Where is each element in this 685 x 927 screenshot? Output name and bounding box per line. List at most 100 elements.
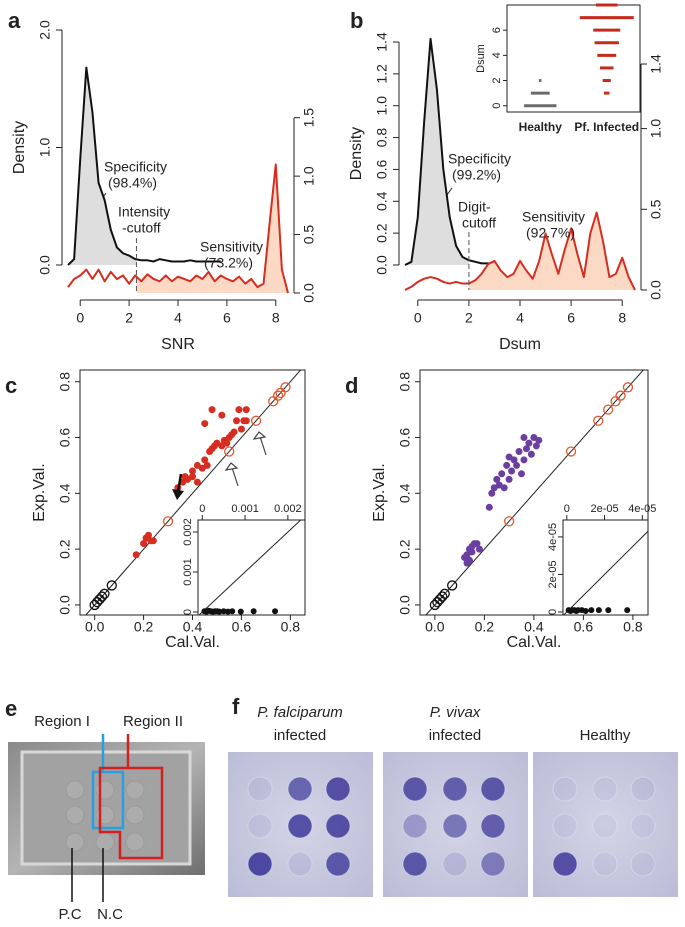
y-tick-label: 1.0 <box>301 166 317 186</box>
data-point <box>475 545 483 553</box>
data-point <box>525 439 533 447</box>
data-point <box>189 473 196 481</box>
data-point <box>508 467 516 475</box>
arrow <box>259 437 267 456</box>
membrane-spot <box>442 776 468 802</box>
device-wells <box>65 780 145 852</box>
y-tick-label: 0 <box>182 609 194 615</box>
annotation: (99.2%) <box>452 167 501 183</box>
data-point <box>527 450 535 458</box>
y-tick-label: 0.002 <box>182 518 194 546</box>
data-point <box>208 406 216 414</box>
x-tick-label: 8 <box>618 310 626 326</box>
image-title: infected <box>274 727 327 744</box>
data-point <box>624 607 631 614</box>
arrow <box>231 468 239 487</box>
annotation: Sensitivity <box>200 239 263 255</box>
x-tick-label: 0 <box>414 310 422 326</box>
arrow-head <box>172 489 184 500</box>
x-tick-label: 6 <box>567 310 575 326</box>
density-area <box>405 38 469 265</box>
x-tick-label: 0.6 <box>232 619 252 635</box>
x-tick-label: 0.2 <box>134 619 154 635</box>
panel-letter: d <box>345 373 358 398</box>
x-tick-label: 0.0 <box>425 619 445 635</box>
control-label: N.C <box>97 906 123 923</box>
data-point <box>439 588 450 599</box>
identity-line <box>425 369 644 616</box>
arrow-head <box>252 431 267 440</box>
data-point <box>493 475 501 483</box>
membrane-spot <box>402 851 428 877</box>
data-point <box>272 390 284 401</box>
x-tick-label: 0.4 <box>524 619 544 635</box>
category-label: Pf. Infected <box>574 120 639 134</box>
y-tick-label: 2 <box>491 77 503 83</box>
data-point <box>505 475 513 483</box>
y-tick-label: 0.4 <box>374 191 390 211</box>
data-point <box>437 591 448 602</box>
membrane-spot <box>287 813 313 839</box>
panel-letter: f <box>232 694 240 719</box>
membrane-spot <box>592 851 618 877</box>
data-point <box>500 484 508 492</box>
x-tick-label: 0 <box>199 503 205 515</box>
membrane-spot <box>442 813 468 839</box>
data-point <box>605 607 612 614</box>
density-line <box>67 66 221 266</box>
y-tick-label: 0.2 <box>397 539 413 559</box>
data-point <box>237 425 245 433</box>
data-point <box>280 382 291 393</box>
data-point <box>132 551 140 559</box>
image-title: infected <box>429 727 482 744</box>
device-well <box>65 805 85 825</box>
annotation: Intensity <box>118 204 170 220</box>
identity-line <box>563 530 649 616</box>
device-well <box>95 832 115 852</box>
data-point <box>503 516 515 527</box>
data-point <box>242 406 250 414</box>
x-axis-title: Cal.Val. <box>165 634 220 651</box>
y-tick-label: 1.4 <box>374 32 390 52</box>
data-point <box>485 503 493 511</box>
region-1-outline <box>91 770 125 830</box>
y-tick-label: 1.0 <box>648 119 664 139</box>
y-tick-label: 0.8 <box>397 372 413 392</box>
data-point <box>144 531 152 539</box>
y-tick-label: 1.0 <box>37 138 53 158</box>
x-tick-label: 0.001 <box>231 503 259 515</box>
membrane-spot <box>325 776 351 802</box>
membrane-spot <box>287 851 313 877</box>
density-line <box>404 211 636 291</box>
data-point <box>532 442 540 450</box>
annotation: (92.7%) <box>526 225 575 241</box>
x-tick-label: 0.0 <box>85 619 105 635</box>
y-tick-label: 0.0 <box>301 283 317 303</box>
y-axis-title: Exp.Val. <box>31 463 48 521</box>
data-point <box>201 456 209 464</box>
identity-line <box>85 369 301 616</box>
membrane-spot <box>247 776 273 802</box>
data-point <box>515 447 523 455</box>
density-line <box>404 37 495 266</box>
y-tick-label: 0.0 <box>374 255 390 275</box>
membrane-spot <box>552 776 578 802</box>
membrane-spot <box>630 776 656 802</box>
x-tick-label: 0 <box>76 310 84 326</box>
y-tick-label: 0.0 <box>648 280 664 300</box>
data-point <box>517 470 525 478</box>
device-well <box>95 780 115 800</box>
data-point <box>602 404 614 415</box>
y-tick-label: 0.6 <box>374 159 390 179</box>
panel-letter: a <box>8 8 21 33</box>
x-tick-label: 0.6 <box>574 619 594 635</box>
membrane-spot <box>247 851 273 877</box>
data-point <box>565 446 577 457</box>
data-point <box>106 580 117 591</box>
y-tick-label: 0.2 <box>374 223 390 243</box>
x-tick-label: 4 <box>174 310 182 326</box>
data-point <box>149 537 157 545</box>
panel-letter: b <box>350 8 363 33</box>
membrane-spot <box>630 851 656 877</box>
